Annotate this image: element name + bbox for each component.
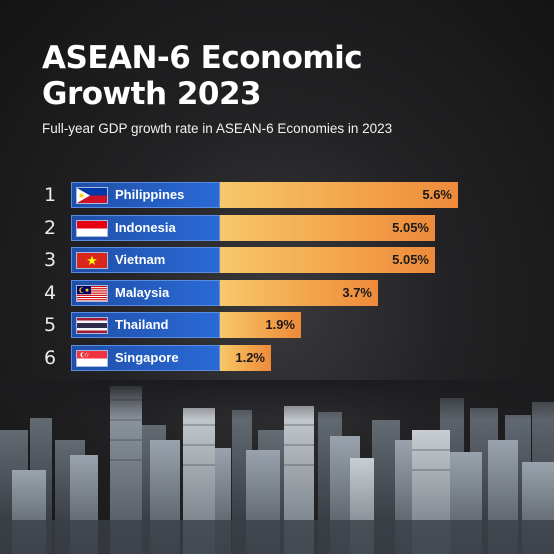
- category-label: Malaysia: [115, 284, 170, 300]
- indonesia-flag-icon: [76, 219, 108, 237]
- bar-singapore: 1.2%: [220, 344, 271, 371]
- singapore-flag-icon: [76, 349, 108, 367]
- category-label: Philippines: [115, 187, 185, 202]
- data-label: 5.05%: [392, 219, 429, 235]
- data-label: 5.6%: [422, 187, 452, 202]
- philippines-flag-icon: [76, 187, 108, 204]
- rank-label: 4: [44, 281, 57, 304]
- rank-label: 6: [44, 346, 57, 369]
- category-label: Thailand: [115, 317, 169, 332]
- bar-malaysia: 3.7%: [220, 279, 378, 306]
- country-label-box: Vietnam: [71, 247, 220, 273]
- data-label: 1.9%: [265, 317, 295, 332]
- category-label: Indonesia: [115, 219, 176, 235]
- rank-label: 1: [44, 184, 57, 206]
- bar-philippines: 5.6%: [220, 182, 458, 208]
- bar-thailand: 1.9%: [220, 312, 301, 338]
- bar-row: 1 Philippines 5.6%: [44, 182, 524, 208]
- country-label-box: Philippines: [71, 182, 220, 208]
- country-label-box: Thailand: [71, 312, 220, 338]
- category-label: Vietnam: [115, 252, 166, 267]
- bar-row: 6 Singapore 1.2%: [44, 344, 524, 371]
- bar-row: 5 Thailand 1.9%: [44, 312, 524, 338]
- page-title: ASEAN-6 Economic Growth 2023: [42, 40, 522, 112]
- bar-row: 2 Indonesia 5.05%: [44, 214, 524, 241]
- bar-row: 4 Malaysia 3.7%: [44, 279, 524, 306]
- data-label: 5.05%: [392, 252, 429, 267]
- title-line-1: ASEAN-6 Economic: [42, 40, 363, 76]
- data-label: 1.2%: [235, 349, 265, 365]
- category-label: Singapore: [115, 349, 179, 365]
- bar-row: 3 Vietnam 5.05%: [44, 247, 524, 273]
- rank-label: 5: [44, 314, 57, 336]
- thailand-flag-icon: [76, 317, 108, 334]
- country-label-box: Indonesia: [71, 214, 220, 241]
- data-label: 3.7%: [342, 284, 372, 300]
- country-label-box: Singapore: [71, 344, 220, 371]
- vietnam-flag-icon: [76, 252, 108, 269]
- country-label-box: Malaysia: [71, 279, 220, 306]
- rank-label: 3: [44, 249, 57, 271]
- bar-vietnam: 5.05%: [220, 247, 435, 273]
- malaysia-flag-icon: [76, 284, 108, 302]
- title-line-2: Growth 2023: [42, 76, 262, 112]
- subtitle: Full-year GDP growth rate in ASEAN-6 Eco…: [42, 121, 393, 136]
- rank-label: 2: [44, 216, 57, 239]
- bar-indonesia: 5.05%: [220, 214, 435, 241]
